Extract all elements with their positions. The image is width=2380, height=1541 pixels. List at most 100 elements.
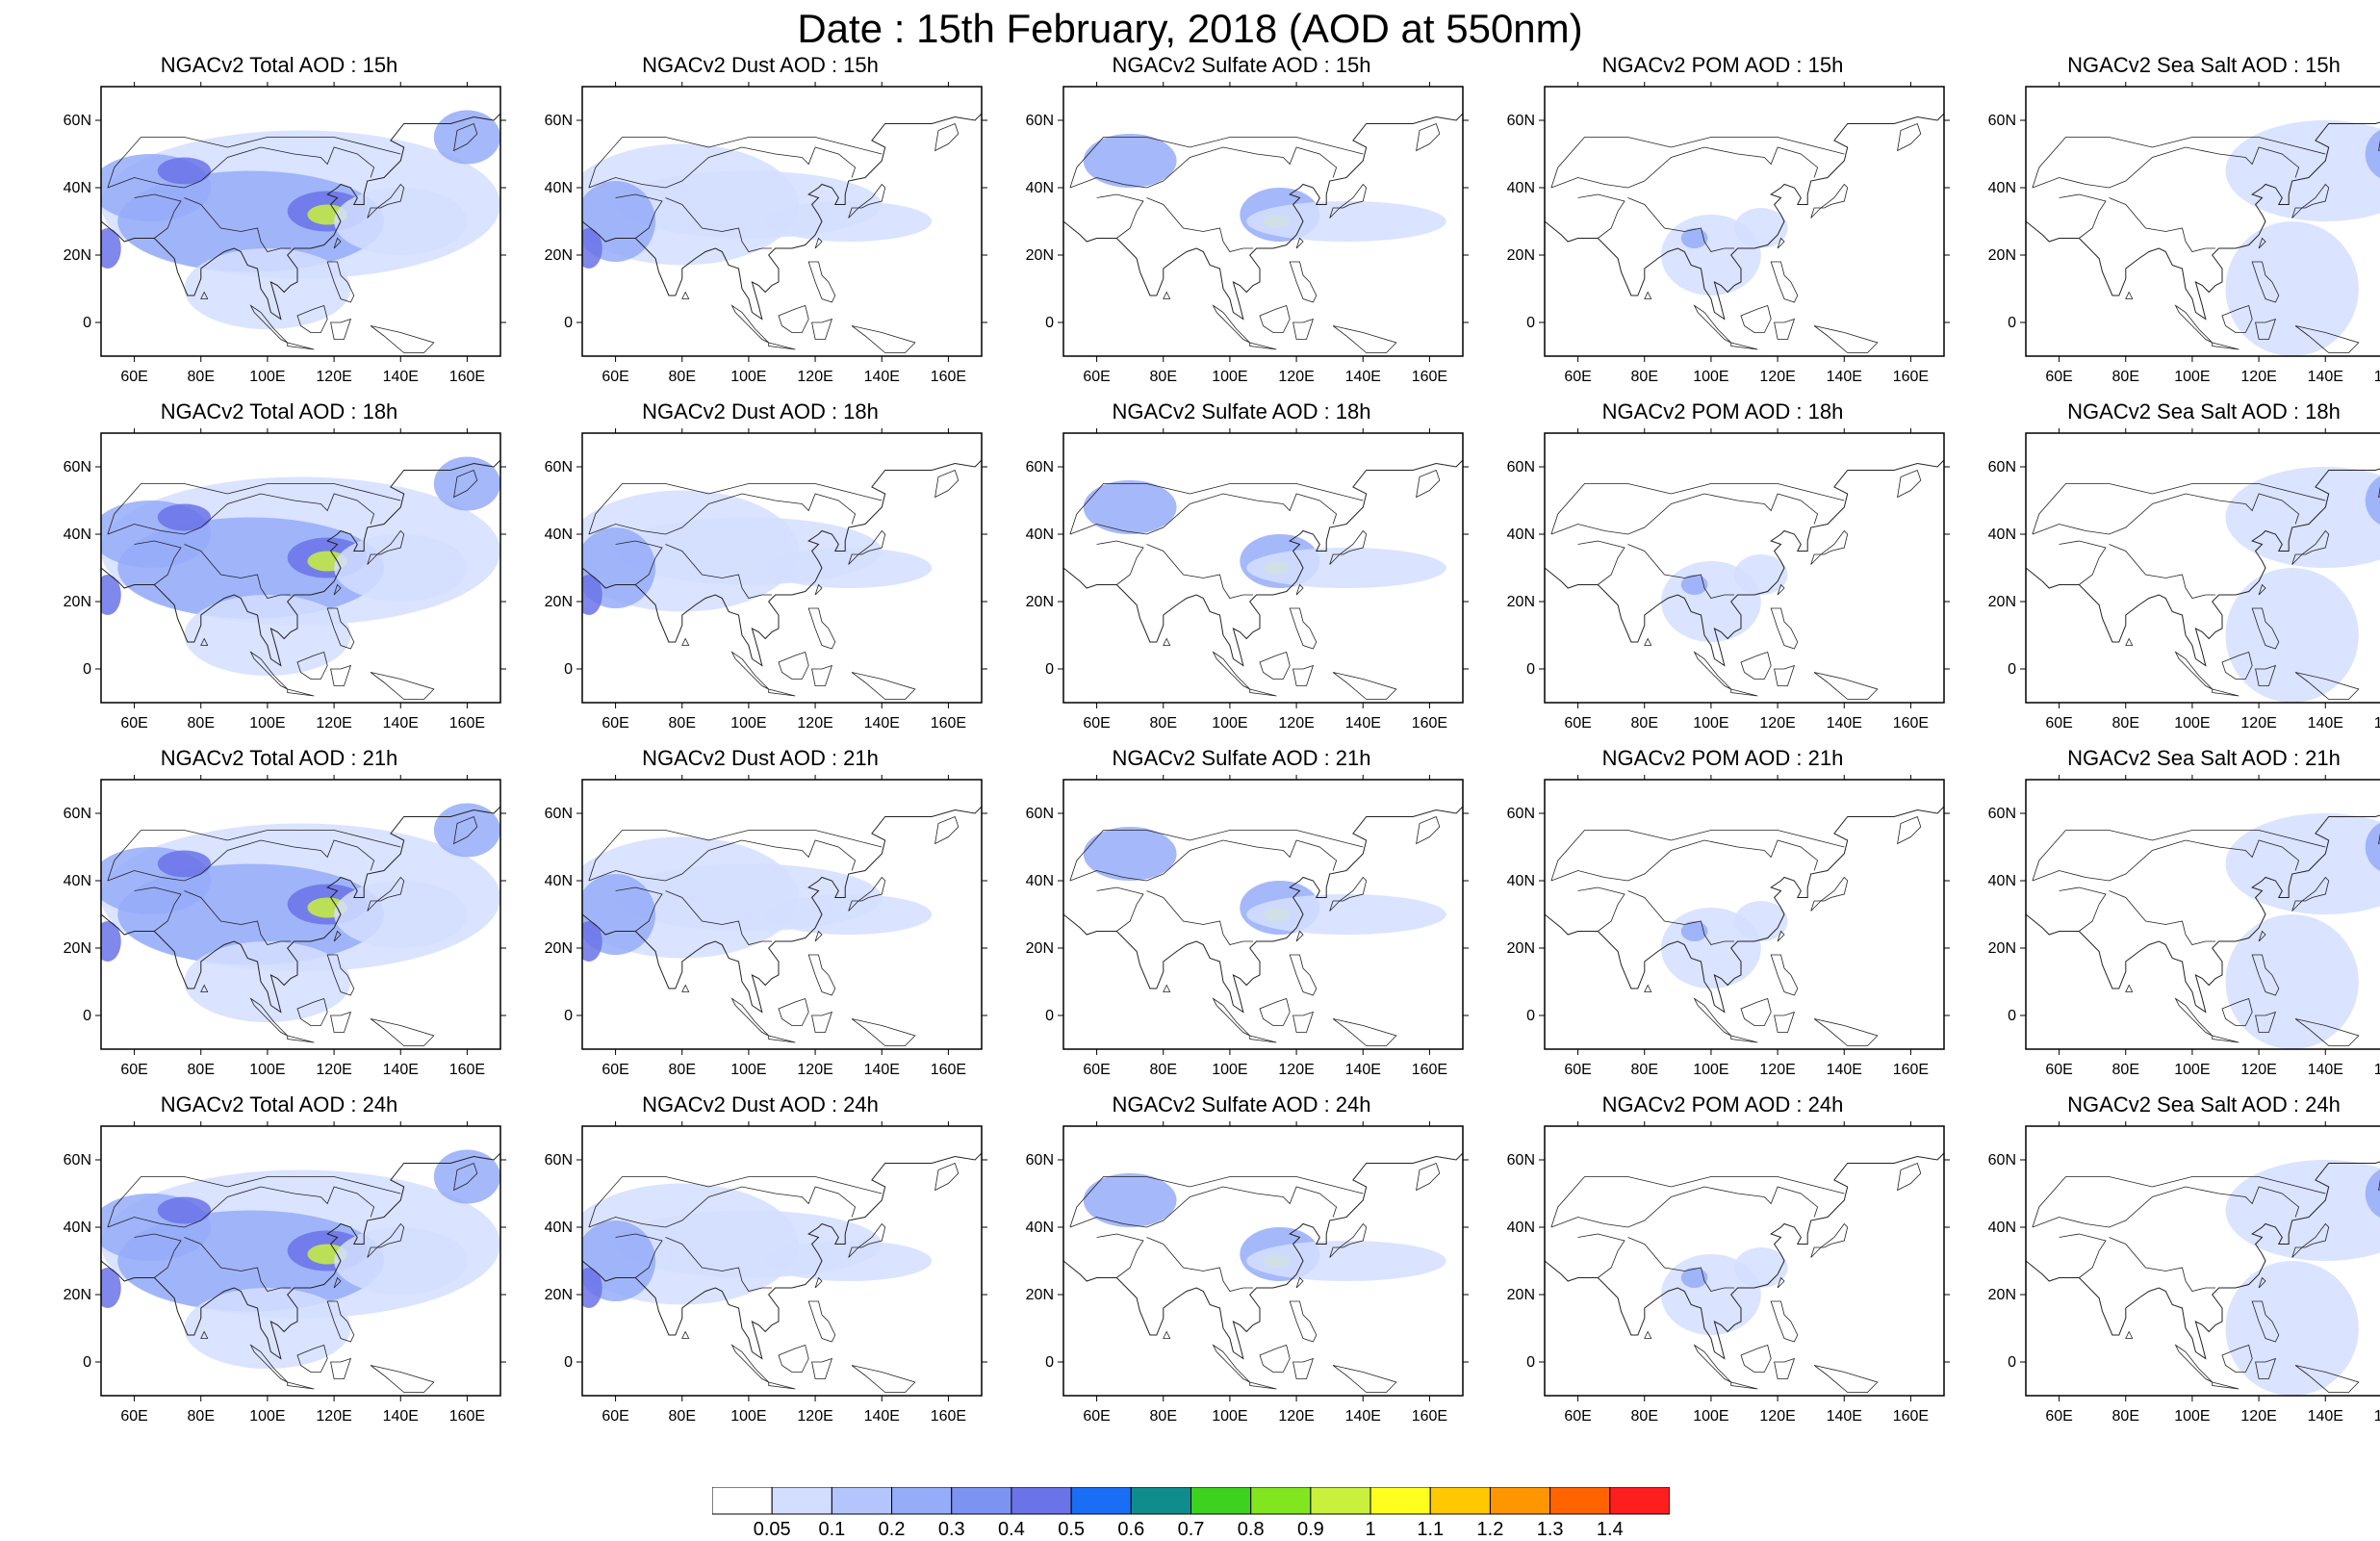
lon-tick-label: 120E <box>1759 369 1795 385</box>
lon-tick-label: 100E <box>249 715 285 732</box>
island-outline <box>2176 306 2213 344</box>
island-outline <box>1260 999 1290 1026</box>
colorbar-level-label: 0.6 <box>1117 1519 1144 1541</box>
aod-blob <box>2226 120 2380 221</box>
lon-tick-label: 160E <box>449 1408 485 1425</box>
island-outline <box>935 471 959 498</box>
lon-tick-label: 120E <box>797 715 832 732</box>
island-outline <box>1333 1019 1396 1046</box>
aod-blob <box>1084 134 1177 188</box>
island-outline <box>1260 306 1290 333</box>
lat-tick-label: 40N <box>1026 1220 1054 1236</box>
aod-field <box>2026 1153 2380 1396</box>
lat-tick-label: 20N <box>64 940 91 957</box>
island-outline <box>732 1346 769 1383</box>
lon-tick-label: 120E <box>316 1408 351 1425</box>
aod-blob <box>2226 1160 2380 1261</box>
island-outline <box>1741 306 1771 333</box>
lat-tick-label: 0 <box>1045 1354 1054 1371</box>
lat-tick-label: 60N <box>1988 1152 2016 1169</box>
island-outline <box>1775 320 1795 340</box>
panel-title: NGACv2 Sea Salt AOD : 21h <box>1973 746 2380 771</box>
lon-tick-label: 140E <box>1345 715 1381 732</box>
lat-tick-label: 60N <box>1988 113 2016 129</box>
lat-tick-label: 40N <box>64 527 91 543</box>
island-outline <box>1417 471 1440 498</box>
colorbar-level-label: 1.2 <box>1477 1519 1504 1541</box>
colorbar-level-label: 1 <box>1366 1519 1376 1541</box>
lat-tick-label: 0 <box>1526 315 1535 331</box>
lon-tick-label: 160E <box>449 369 485 385</box>
lon-tick-label: 100E <box>730 1062 766 1078</box>
island-outline <box>1296 239 1303 249</box>
lon-tick-label: 80E <box>188 1062 215 1078</box>
aod-field <box>2026 460 2380 703</box>
aod-blob <box>184 595 350 676</box>
island-outline <box>371 1366 434 1393</box>
lon-tick-label: 100E <box>1212 715 1247 732</box>
lon-tick-label: 60E <box>2045 715 2072 732</box>
lat-tick-label: 20N <box>545 247 573 264</box>
lon-tick-label: 60E <box>2045 369 2072 385</box>
island-outline <box>1260 653 1290 680</box>
lon-tick-label: 80E <box>669 1408 696 1425</box>
lat-tick-label: 0 <box>2008 1354 2016 1371</box>
island-outline <box>1645 293 1651 299</box>
lat-tick-label: 40N <box>545 1220 573 1236</box>
lon-tick-label: 160E <box>2374 1062 2380 1078</box>
island-outline <box>682 1332 689 1339</box>
lon-tick-label: 60E <box>1083 1408 1110 1425</box>
border-line <box>2110 545 2216 599</box>
panel-title: NGACv2 Total AOD : 21h <box>48 746 510 771</box>
panel-title: NGACv2 Dust AOD : 15h <box>529 53 991 78</box>
lat-tick-label: 20N <box>1026 247 1054 264</box>
panel-title: NGACv2 Total AOD : 15h <box>48 53 510 78</box>
island-outline <box>1293 320 1314 340</box>
lon-tick-label: 120E <box>1759 715 1795 732</box>
lon-tick-label: 80E <box>1631 1408 1658 1425</box>
lon-tick-label: 120E <box>1278 1062 1314 1078</box>
island-outline <box>1333 673 1396 700</box>
lon-tick-label: 160E <box>449 1062 485 1078</box>
lon-tick-label: 120E <box>2240 369 2276 385</box>
colorbar-level-label: 0.9 <box>1297 1519 1324 1541</box>
island-outline <box>1771 955 1798 995</box>
lon-tick-label: 140E <box>383 1062 419 1078</box>
lon-tick-label: 80E <box>1150 369 1177 385</box>
lat-tick-label: 20N <box>1507 594 1535 610</box>
island-outline <box>1333 326 1396 353</box>
aod-blob <box>158 504 211 531</box>
lon-tick-label: 160E <box>931 1062 966 1078</box>
island-outline <box>1898 471 1921 498</box>
lon-tick-label: 120E <box>797 369 832 385</box>
island-outline <box>682 986 689 992</box>
island-outline <box>2213 1382 2239 1389</box>
aod-blob <box>2226 568 2359 703</box>
aod-blob <box>765 894 932 935</box>
island-outline <box>331 666 351 686</box>
lat-tick-label: 0 <box>564 661 573 678</box>
colorbar-swatch <box>1311 1487 1370 1514</box>
island-outline <box>288 689 315 696</box>
lat-tick-label: 20N <box>64 247 91 264</box>
panel-title: NGACv2 Dust AOD : 21h <box>529 746 991 771</box>
lon-tick-label: 120E <box>316 1062 351 1078</box>
lat-tick-label: 0 <box>2008 315 2016 331</box>
colorbar-level-label: 1.4 <box>1597 1519 1624 1541</box>
lon-tick-label: 100E <box>1212 1408 1247 1425</box>
colorbar-level-label: 0.1 <box>818 1519 845 1541</box>
lon-tick-label: 60E <box>1564 715 1591 732</box>
lon-tick-label: 120E <box>2240 1062 2276 1078</box>
lon-tick-label: 80E <box>669 715 696 732</box>
aod-field <box>566 807 982 1046</box>
lon-tick-label: 60E <box>1564 1062 1591 1078</box>
